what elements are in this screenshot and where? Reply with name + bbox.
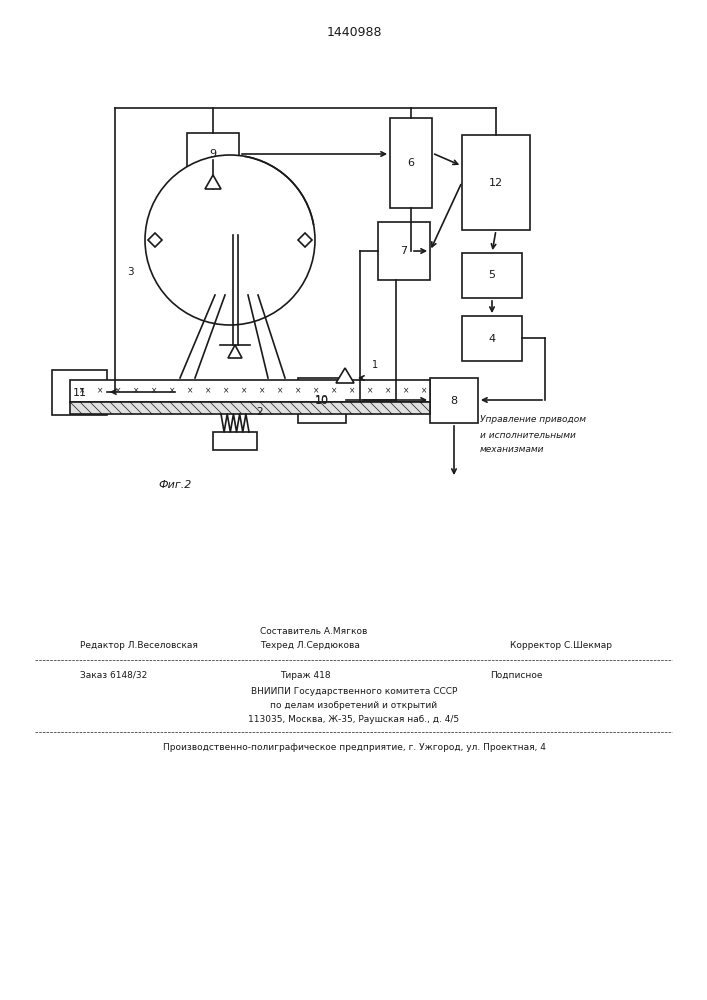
Text: Составитель А.Мягков: Составитель А.Мягков — [260, 628, 368, 637]
Text: 8: 8 — [450, 395, 457, 406]
Text: ×: × — [385, 386, 391, 395]
Text: 2: 2 — [257, 407, 263, 417]
Text: 4: 4 — [489, 334, 496, 344]
Text: 3: 3 — [127, 267, 134, 277]
Text: ×: × — [241, 386, 247, 395]
Text: ×: × — [331, 386, 337, 395]
Polygon shape — [336, 368, 354, 383]
Text: ×: × — [115, 386, 121, 395]
Text: ×: × — [367, 386, 373, 395]
Text: ×: × — [295, 386, 301, 395]
Text: ×: × — [223, 386, 229, 395]
Text: и исполнительными: и исполнительными — [480, 430, 576, 440]
Bar — [390, 118, 432, 208]
Text: 10: 10 — [315, 395, 329, 405]
Bar — [462, 316, 522, 361]
Bar — [462, 253, 522, 298]
Text: ×: × — [259, 386, 265, 395]
Text: ×: × — [97, 386, 103, 395]
Bar — [187, 133, 239, 175]
Polygon shape — [228, 345, 242, 358]
Bar — [205, 175, 265, 235]
Bar — [430, 378, 478, 423]
Bar — [213, 432, 257, 450]
Text: 12: 12 — [489, 178, 503, 188]
Text: 6: 6 — [407, 158, 414, 168]
Text: Производственно-полиграфическое предприятие, г. Ужгород, ул. Проектная, 4: Производственно-полиграфическое предприя… — [163, 744, 545, 752]
Bar — [298, 378, 346, 423]
Text: ×: × — [277, 386, 284, 395]
Text: ×: × — [205, 386, 211, 395]
Text: 7: 7 — [400, 246, 407, 256]
Text: ×: × — [133, 386, 139, 395]
Text: 10: 10 — [315, 395, 329, 406]
Text: ×: × — [169, 386, 175, 395]
Circle shape — [145, 155, 315, 325]
Text: 11: 11 — [73, 387, 86, 397]
Text: ×: × — [78, 386, 85, 395]
Text: Корректор С.Шекмар: Корректор С.Шекмар — [510, 642, 612, 650]
Text: ×: × — [151, 386, 157, 395]
Text: ×: × — [421, 386, 427, 395]
Polygon shape — [205, 175, 221, 189]
Text: Техред Л.Сердюкова: Техред Л.Сердюкова — [260, 642, 360, 650]
Polygon shape — [298, 233, 312, 247]
Bar — [52, 370, 107, 415]
Text: 9: 9 — [209, 149, 216, 159]
Text: Подписное: Подписное — [490, 670, 542, 680]
Text: Редактор Л.Веселовская: Редактор Л.Веселовская — [80, 642, 198, 650]
Text: ×: × — [187, 386, 193, 395]
Text: Фиг.2: Фиг.2 — [158, 480, 192, 490]
Text: ×: × — [312, 386, 319, 395]
Bar — [70, 380, 430, 402]
Bar — [462, 135, 530, 230]
Text: ×: × — [349, 386, 355, 395]
Polygon shape — [148, 233, 162, 247]
Bar — [378, 222, 430, 280]
Text: Заказ 6148/32: Заказ 6148/32 — [80, 670, 147, 680]
Text: 1: 1 — [372, 360, 378, 370]
Text: 113035, Москва, Ж-35, Раушская наб., д. 4/5: 113035, Москва, Ж-35, Раушская наб., д. … — [248, 716, 460, 724]
Text: Управление приводом: Управление приводом — [480, 416, 586, 424]
Text: Тираж 418: Тираж 418 — [280, 670, 331, 680]
Text: по делам изобретений и открытий: по делам изобретений и открытий — [271, 702, 438, 710]
Text: 1440988: 1440988 — [326, 25, 382, 38]
Text: механизмами: механизмами — [480, 446, 544, 454]
Text: ВНИИПИ Государственного комитета СССР: ВНИИПИ Государственного комитета СССР — [251, 688, 457, 696]
Bar — [70, 402, 430, 414]
Text: 5: 5 — [489, 270, 496, 280]
Text: ×: × — [403, 386, 409, 395]
